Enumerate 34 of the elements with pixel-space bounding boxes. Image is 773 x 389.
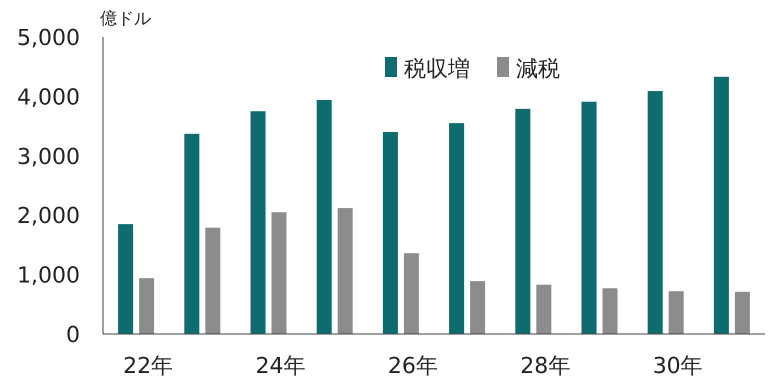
x-tick-label: 24年 bbox=[256, 354, 306, 379]
y-tick-label: 3,000 bbox=[17, 144, 80, 170]
bar bbox=[449, 123, 464, 334]
y-tick-label: 0 bbox=[66, 323, 80, 348]
y-axis-title: 億ドル bbox=[100, 9, 151, 29]
bar bbox=[602, 288, 618, 334]
bar bbox=[316, 100, 332, 334]
bar bbox=[536, 284, 552, 334]
y-tick-label: 4,000 bbox=[17, 85, 80, 110]
x-tick-label: 28年 bbox=[520, 354, 570, 379]
bar bbox=[470, 281, 486, 334]
bar bbox=[118, 224, 134, 334]
bar bbox=[205, 228, 220, 334]
bar bbox=[734, 292, 750, 334]
bar bbox=[382, 132, 398, 334]
y-tick-label: 2,000 bbox=[17, 204, 80, 230]
y-tick-label: 1,000 bbox=[17, 264, 80, 289]
bar bbox=[404, 253, 419, 334]
bar bbox=[338, 208, 353, 334]
bar bbox=[668, 291, 684, 334]
bar bbox=[515, 108, 530, 334]
bar bbox=[250, 111, 266, 334]
y-tick-label: 5,000 bbox=[17, 26, 80, 51]
bar bbox=[184, 134, 200, 334]
legend-label: 減税 bbox=[516, 57, 560, 82]
bar bbox=[714, 76, 729, 334]
bar bbox=[648, 91, 663, 334]
bar bbox=[272, 212, 286, 334]
legend-label: 税収増 bbox=[404, 57, 470, 82]
bar bbox=[582, 102, 596, 334]
x-tick-label: 22年 bbox=[123, 354, 174, 379]
bar bbox=[139, 278, 154, 334]
x-tick-label: 30年 bbox=[652, 354, 703, 379]
x-tick-label: 26年 bbox=[388, 354, 438, 379]
